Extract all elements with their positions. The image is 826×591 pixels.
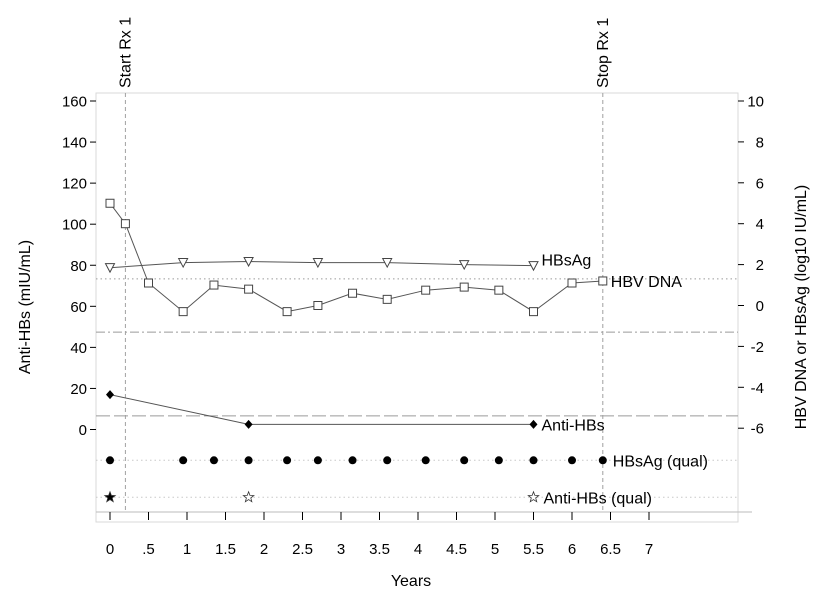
hbsag-line [109,260,534,269]
hbsag-qual-point [460,456,469,465]
y-left-tick-label: 80 [70,258,87,275]
y-left-tick-label: 40 [70,340,87,357]
y-left-tick-label: 160 [62,94,87,111]
hbsag-qual-point [209,456,218,465]
hbv-dna-point [313,301,323,310]
hbsag-qual-point [494,456,503,465]
x-tick-label: 6.5 [600,541,621,558]
hbv-dna-label: HBV DNA [611,274,682,291]
y-left-tick-label: 100 [62,217,87,234]
hbv-dna-point [598,276,608,286]
hbv-dna-point [209,280,219,290]
y-right-tick-label: 10 [747,94,764,111]
anti-hbs-label: Anti-HBs [542,417,605,434]
hbv-dna-point [244,284,254,294]
hbv-dna-point [120,219,130,229]
x-tick-label: 7 [645,541,653,558]
hbv-dna-point [459,282,469,292]
hbsag-qual-label: HBsAg (qual) [613,453,708,470]
y-axis-left-title: Anti-HBs (mIU/mL) [17,240,34,374]
x-tick-label: 5.5 [523,541,544,558]
x-tick-label: 1.5 [215,541,236,558]
reference-lines [96,278,738,417]
y-right-tick-label: 0 [756,298,764,315]
y-right-tick-label: 2 [756,257,764,274]
x-tick-label: 3 [337,541,345,558]
anti-hbs-line [109,394,534,425]
x-axis-title: Years [391,573,431,590]
hbv-dna-point [144,278,153,288]
anti-hbs-point [106,390,114,400]
anti-hbs-qual-point [527,490,540,503]
x-tick-label: 2.5 [292,541,313,558]
vertical-marker-label: Stop Rx 1 [595,18,612,88]
hbsag-point [458,260,470,271]
hbv-dna-point [105,198,115,208]
y-right-tick-label: 4 [756,216,764,233]
y-left-tick-label: 140 [62,135,87,152]
y-right-tick-label: -2 [751,339,764,356]
y-left-tick-label: 20 [70,381,87,398]
x-tick-label: 4 [414,541,422,558]
hbsag-qual-point [598,456,607,465]
y-left-tick-label: 0 [79,422,87,439]
hbv-dna-point [421,285,431,295]
x-tick-label: 4.5 [446,541,467,558]
hbv-dna-point [282,307,292,317]
y-left-tick-label: 120 [62,176,87,193]
hbv-dna-point [348,288,358,298]
hbsag-qual-point [283,456,292,465]
hbsag-qual-point [421,456,430,465]
x-tick-label: 6 [568,541,576,558]
y-right-tick-label: -6 [751,421,764,438]
y-axis-left: 0 20 40 60 80 100 120 140 160 [62,94,96,439]
x-tick-label: 5 [491,541,499,558]
plot-frame [95,92,752,523]
hbsag-point [312,258,324,269]
y-right-tick-label: 8 [756,134,764,151]
hbv-dna-point [567,278,577,288]
anti-hbs-point [244,419,253,429]
hbv-dna-point [529,307,538,317]
y-right-tick-label: -4 [751,380,764,397]
hbsag-qual-point [568,456,576,465]
anti-hbs-qual-point [242,490,255,503]
x-axis: 0 .5 1 1.5 2 2.5 3 3.5 4 4.5 5 5.5 6 6.5 7 [106,512,653,558]
hbsag-qual-point [106,456,114,465]
anti-hbs-point [529,419,538,429]
hbsag-point [177,258,189,269]
hbsag-qual-point [313,456,322,465]
hbsag-point [104,263,116,274]
y-left-tick-label: 60 [70,299,87,316]
y-right-tick-label: 6 [756,175,764,192]
x-tick-label: 2 [260,541,268,558]
hbv-dna-line [109,202,603,313]
hbsag-qual-point [179,456,188,465]
hbsag-label: HBsAg [542,253,592,270]
x-tick-label: 3.5 [369,541,390,558]
series-layer: HBV DNA HBsAg Anti-HBs HBsAg (qual) Anti-HBs… [96,198,738,507]
hbsag-qual-point [244,456,253,465]
anti-hbs-qual-point [103,490,117,503]
hbsag-qual-point [383,456,392,465]
vertical-marker-label: Start Rx 1 [117,17,134,88]
anti-hbs-qual-label: Anti-HBs (qual) [544,490,652,507]
hbv-dna-point [494,285,504,295]
hbsag-point [243,257,254,268]
hbsag-qual-point [348,456,357,465]
hbv-dna-point [382,294,392,304]
hbsag-point [381,258,393,269]
hbv-dna-point [178,307,188,317]
hbsag-qual-point [529,456,538,465]
vertical-markers: Start Rx 1 Stop Rx 1 [117,17,612,512]
plot-border [95,92,739,523]
x-tick-label: 0 [106,541,114,558]
y-axis-right-title: HBV DNA or HBsAg (log10 IU/mL) [793,185,810,430]
y-axis-right: -6 -4 -2 0 2 4 6 8 10 [738,94,764,438]
hbsag-point [528,261,539,272]
x-tick-label: 1 [183,541,191,558]
x-tick-label: .5 [142,541,155,558]
